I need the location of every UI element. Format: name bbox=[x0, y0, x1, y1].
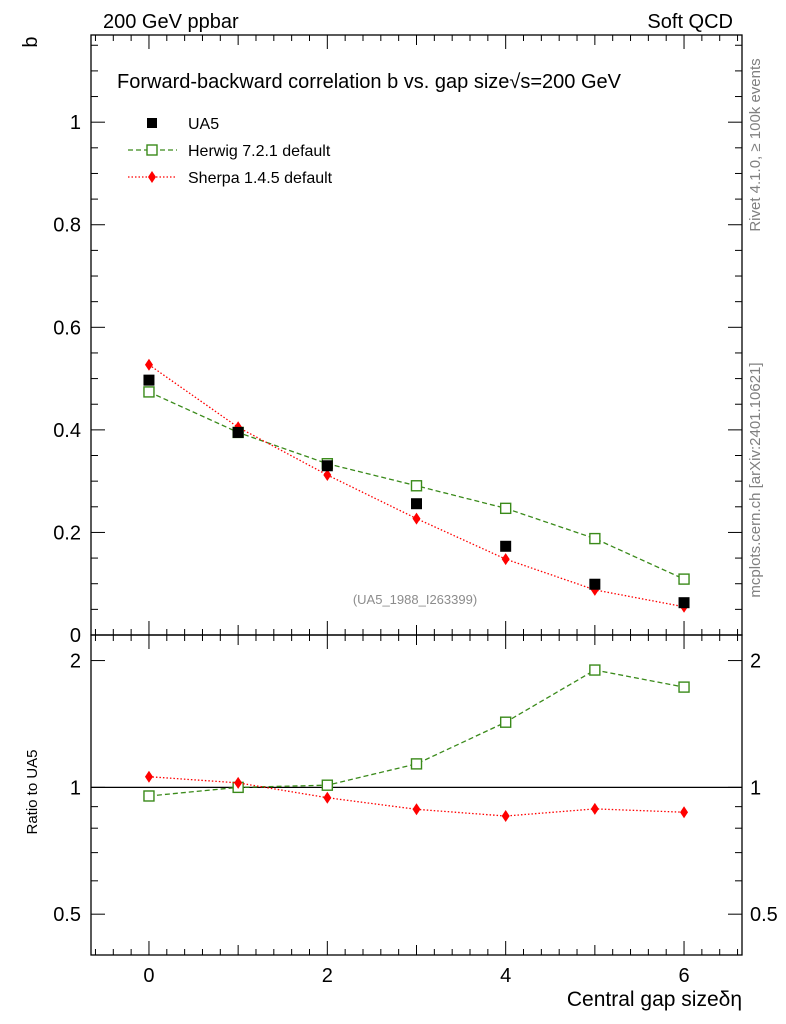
ratio-line-herwig bbox=[148, 669, 685, 797]
ratio-point-sherpa bbox=[412, 803, 421, 816]
ratio-point-sherpa bbox=[144, 770, 153, 783]
ratio-point-herwig bbox=[589, 664, 601, 676]
y-tick-label: 1 bbox=[70, 112, 81, 134]
analysis-watermark: (UA5_1988_I263399) bbox=[353, 592, 477, 607]
x-tick-label: 0 bbox=[143, 965, 154, 987]
legend-label-ua5: UA5 bbox=[188, 116, 219, 133]
x-axis-label: Central gap sizeδη bbox=[567, 988, 742, 1011]
ratio-y-tick-label: 1 bbox=[70, 777, 81, 799]
legend-marker-sherpa bbox=[148, 171, 156, 183]
main-point-herwig bbox=[589, 532, 601, 545]
main-point-ua5 bbox=[143, 374, 155, 386]
main-plot-series bbox=[143, 358, 690, 613]
y-tick-label: 0.2 bbox=[53, 522, 81, 544]
main-point-herwig bbox=[143, 386, 155, 398]
ratio-y-tick-label-right: 1 bbox=[750, 777, 761, 799]
sqrt-s-symbol: √s bbox=[509, 71, 530, 93]
main-point-ua5 bbox=[500, 540, 512, 552]
main-point-ua5 bbox=[321, 460, 333, 472]
main-point-ua5 bbox=[589, 578, 601, 590]
ratio-y-tick-label-right: 0.5 bbox=[750, 904, 778, 926]
ratio-plot-series bbox=[91, 664, 742, 823]
ratio-point-sherpa bbox=[234, 776, 243, 789]
ratio-point-herwig bbox=[678, 681, 690, 693]
legend-marker-herwig bbox=[146, 144, 158, 156]
ratio-point-sherpa bbox=[590, 802, 599, 815]
y-tick-label: 0.6 bbox=[53, 317, 81, 339]
main-point-ua5 bbox=[411, 498, 422, 510]
x-tick-label: 6 bbox=[678, 965, 689, 987]
mcplots-label: mcplots.cern.ch [arXiv:2401.10621] bbox=[747, 362, 764, 597]
main-point-sherpa bbox=[501, 553, 510, 566]
main-point-herwig bbox=[410, 480, 423, 492]
x-tick-label: 4 bbox=[500, 965, 511, 987]
ratio-point-herwig bbox=[143, 790, 155, 802]
main-point-herwig bbox=[678, 573, 690, 585]
ratio-point-sherpa bbox=[323, 791, 332, 804]
main-point-herwig bbox=[499, 502, 512, 515]
x-tick-label: 2 bbox=[322, 965, 333, 987]
axis-ticks: 0 2 4 6 0 0.2 0.4 0.6 0.8 1 0.5 0.5 1 1 2 2 bbox=[53, 35, 778, 987]
main-point-sherpa bbox=[412, 512, 421, 525]
y-tick-label: 0 bbox=[70, 625, 81, 647]
y-tick-label: 0.4 bbox=[53, 420, 81, 442]
ratio-y-tick-label-right: 2 bbox=[750, 651, 761, 673]
chart-title: Forward-backward correlation b vs. gap s… bbox=[117, 71, 622, 93]
ratio-point-herwig bbox=[499, 716, 512, 728]
y-tick-label: 0.8 bbox=[53, 215, 81, 237]
legend-marker-ua5 bbox=[147, 118, 157, 128]
ratio-point-sherpa bbox=[501, 810, 510, 823]
rivet-label: Rivet 4.1.0, ≥ 100k events bbox=[747, 58, 764, 231]
ratio-axis-label: Ratio to UA5 bbox=[24, 749, 41, 834]
ratio-plot-frame bbox=[90, 634, 743, 956]
main-point-ua5 bbox=[678, 597, 690, 609]
main-point-sherpa bbox=[144, 358, 153, 371]
main-point-sherpa bbox=[323, 469, 332, 481]
main-point-ua5 bbox=[232, 426, 244, 438]
y-axis-label: b bbox=[20, 36, 42, 47]
ratio-y-tick-label: 0.5 bbox=[53, 904, 81, 926]
legend-label-sherpa: Sherpa 1.4.5 default bbox=[188, 170, 333, 187]
header-category: Soft QCD bbox=[647, 11, 733, 33]
legend: UA5 Herwig 7.2.1 default Sherpa 1.4.5 de… bbox=[128, 116, 333, 187]
legend-label-herwig: Herwig 7.2.1 default bbox=[188, 143, 331, 160]
ratio-y-tick-label: 2 bbox=[70, 651, 81, 673]
header-energy: 200 GeV ppbar bbox=[103, 11, 239, 33]
delta-eta-symbol: δη bbox=[719, 988, 742, 1011]
ratio-point-herwig bbox=[321, 779, 334, 791]
ratio-point-herwig bbox=[410, 758, 423, 770]
ratio-point-sherpa bbox=[680, 806, 689, 819]
